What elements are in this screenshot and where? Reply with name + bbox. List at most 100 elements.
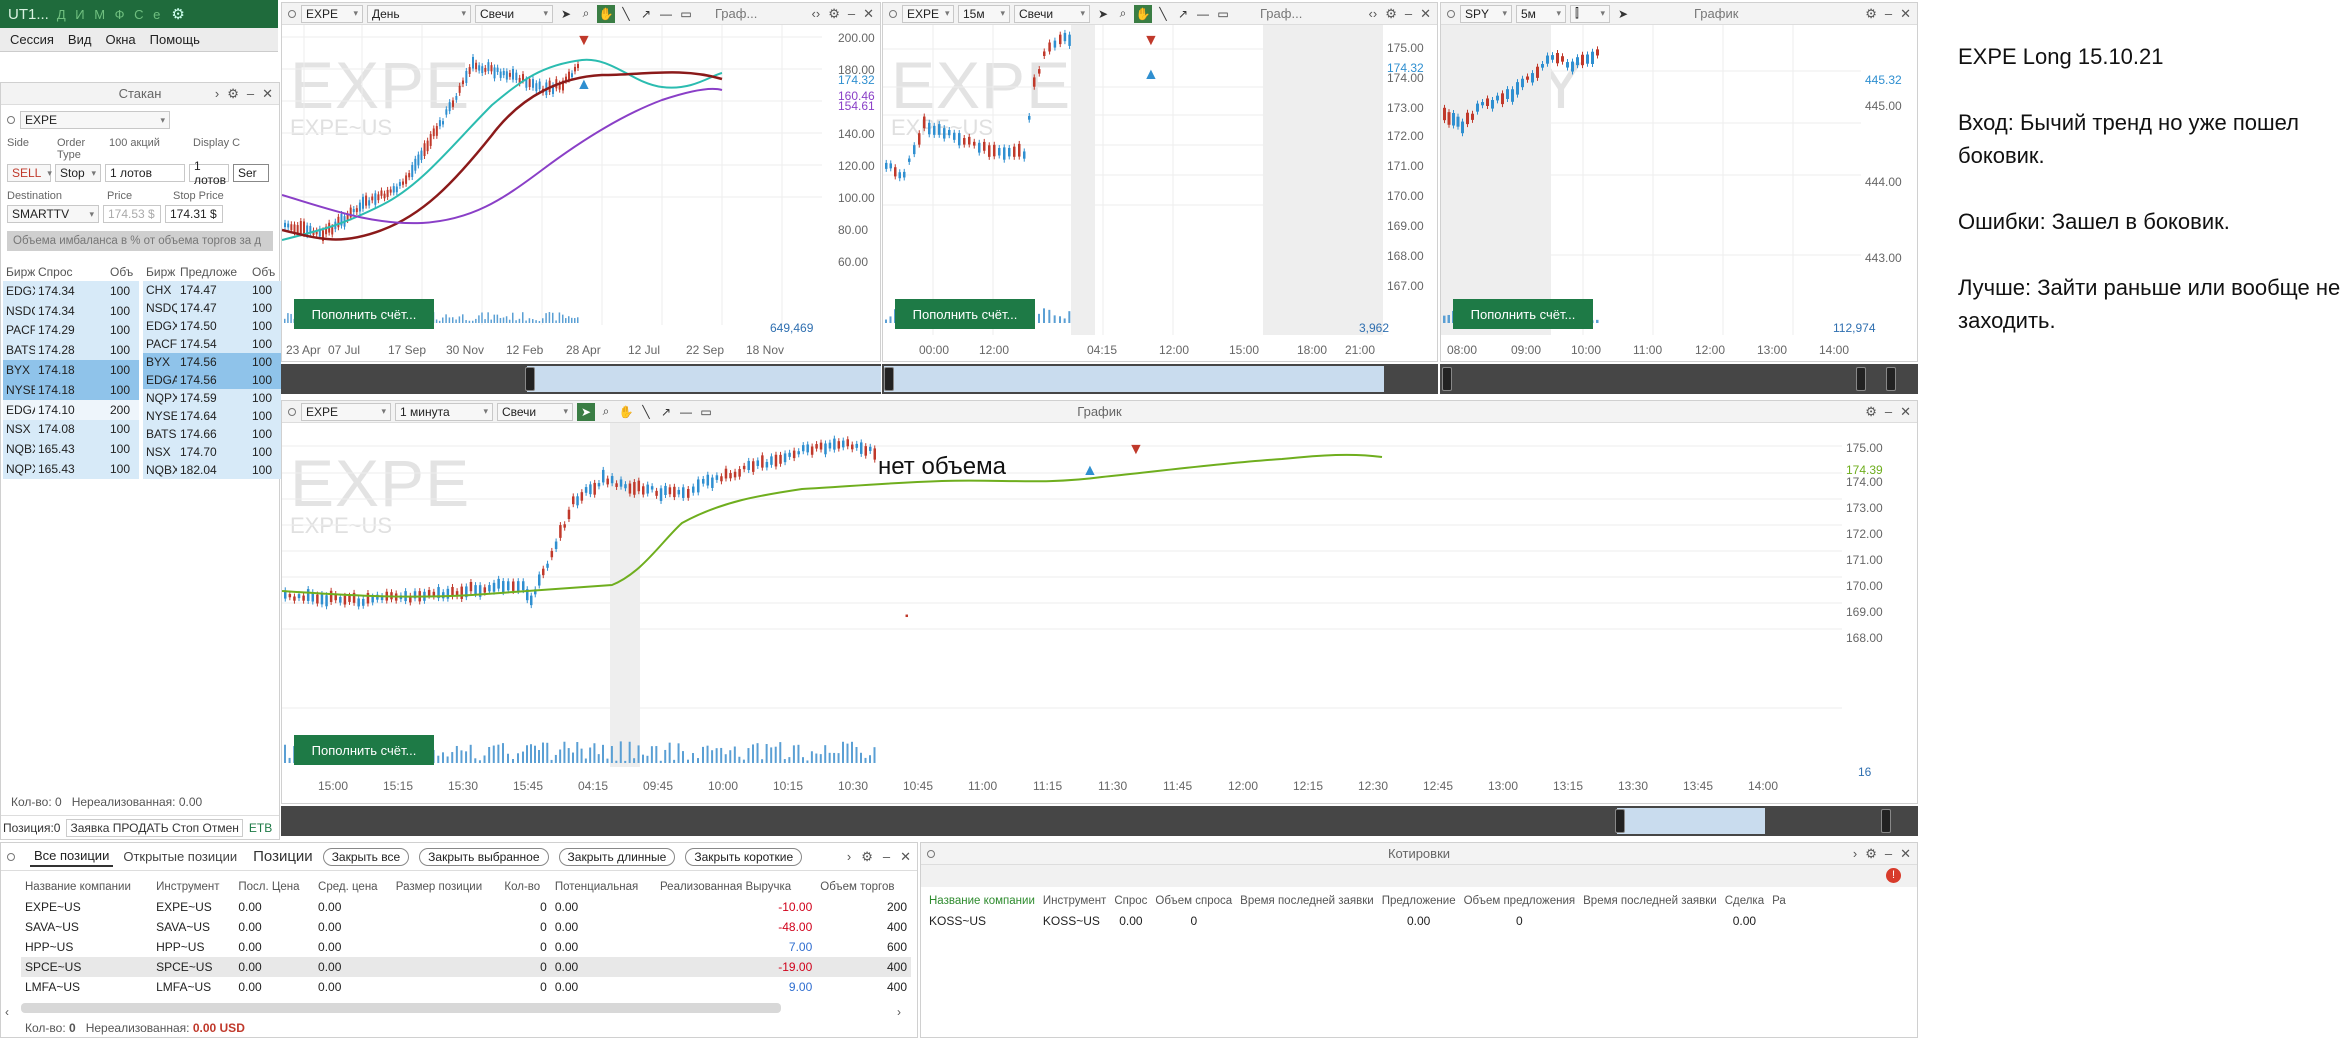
column-header[interactable]: Сделка [1724,895,1765,907]
chevron-right-icon[interactable]: › [1852,845,1858,861]
minimize-icon[interactable]: – [1884,845,1893,861]
column-header[interactable]: Кол-во [504,881,541,893]
chevron-right-icon[interactable]: › [846,848,852,864]
chevron-left-icon[interactable]: ‹ [5,1005,9,1019]
rect-tool-icon[interactable]: ▭ [680,6,692,21]
order-book-row[interactable]: NQBX165.43 100 [3,439,139,460]
hand-icon[interactable]: ✋ [597,4,615,23]
order-book-row[interactable]: NQBX 182.04 100 [143,461,281,479]
link-dot-icon[interactable] [7,852,15,861]
zoom-icon[interactable]: ⌕ [582,6,590,20]
chart2-scroll-thumb[interactable] [884,366,1384,392]
order-book-row[interactable]: NYSE 174.64 100 [143,407,281,425]
tab-open-positions[interactable]: Открытые позиции [123,849,238,864]
scroll-grip-icon[interactable] [1442,367,1452,391]
gear-icon[interactable]: ⚙ [1865,845,1877,861]
gear-icon[interactable]: ⚙ [1385,5,1397,21]
chart3-timeframe-select[interactable]: 5м ▾ [1516,4,1566,23]
chart4-scrollbar[interactable] [281,806,1918,836]
quotes-row[interactable]: KOSS~US KOSS~US 0.00 0 0.00 0 0.00 [925,911,1790,931]
minimize-icon[interactable]: – [1884,5,1893,21]
chart1-timeframe-select[interactable]: День ▾ [367,4,471,23]
close-icon[interactable]: ✕ [262,85,273,101]
minimize-icon[interactable]: – [882,848,891,864]
column-header[interactable]: Спрос [1114,895,1148,907]
order-book-row[interactable]: CHX 174.47 100 [143,281,281,299]
symbol-select[interactable]: EXPE ▾ [20,111,170,129]
column-header[interactable]: Название компании [25,881,131,893]
cursor-icon[interactable]: ➤ [577,402,595,421]
rect-tool-icon[interactable]: ▭ [700,404,712,419]
link-dot-icon[interactable] [927,849,935,858]
menu-windows[interactable]: Окна [105,32,136,47]
chart4-timeframe-select[interactable]: 1 минута ▾ [395,402,493,421]
chart1-scroll-thumb[interactable] [527,366,881,392]
column-header[interactable]: Сред. цена [318,881,378,893]
order-book-row[interactable]: NYSE 174.18 100 [3,379,139,400]
order-book-row[interactable]: BYX 174.18 100 [3,360,139,380]
chart4-type-select[interactable]: Свечи ▾ [497,402,573,421]
close-icon[interactable]: ✕ [900,848,911,864]
column-header[interactable]: Объем предложения [1463,895,1576,907]
column-header[interactable]: Инструмент [1042,895,1107,907]
chevron-icon[interactable]: ‹› [811,5,821,21]
chart2-canvas[interactable]: ▼ ▲ [883,25,1439,341]
cursor-icon[interactable]: ➤ [1097,6,1109,21]
chevron-right-icon[interactable]: › [214,85,220,101]
chart3-type-select[interactable]: ⫿ ▾ [1570,4,1610,23]
gear-icon[interactable]: ⚙ [861,848,873,864]
chevron-right-icon[interactable]: › [897,1005,901,1019]
gear-icon[interactable]: ⚙ [1865,403,1877,419]
positions-hscroll[interactable] [21,1003,781,1013]
chart3-symbol-select[interactable]: SPY ▾ [1460,4,1512,23]
close-icon[interactable]: ✕ [1900,403,1911,419]
table-row[interactable]: LMFA~US LMFA~US 0.00 0.00 0 0.00 9.00 400 [21,977,911,997]
price-input[interactable]: 174.53 $ [103,205,161,223]
column-header[interactable]: Реализованная Выручка [660,881,792,893]
cursor-icon[interactable]: ➤ [1617,6,1629,21]
order-book-row[interactable]: NQPX 174.59 100 [143,389,281,407]
chart1-symbol-select[interactable]: EXPE ▾ [301,4,363,23]
gear-icon[interactable]: ⚙ [171,6,185,23]
rect-tool-icon[interactable]: ▭ [1217,6,1229,21]
line-tool-icon[interactable]: ╲ [622,6,630,21]
close-icon[interactable]: ✕ [1900,5,1911,21]
order-book-row[interactable]: NQPX165.43 100 [3,459,139,479]
table-row[interactable]: SAVA~US SAVA~US 0.00 0.00 0 0.00 -48.00 400 [21,917,911,937]
close-long-button[interactable]: Закрыть длинные [558,847,676,866]
chart4-scroll-thumb[interactable] [1617,808,1765,834]
close-all-button[interactable]: Закрыть все [322,847,410,866]
column-header[interactable]: Предложение [1381,895,1456,907]
minimize-icon[interactable]: – [847,5,856,21]
link-dot-icon[interactable] [288,407,296,416]
chart2-type-select[interactable]: Свечи ▾ [1014,4,1090,23]
order-book-row[interactable]: NSX 174.08 100 [3,419,139,440]
table-row[interactable]: SPCE~US SPCE~US 0.00 0.00 0 0.00 -19.00 400 [21,957,911,977]
chart1-type-select[interactable]: Свечи ▾ [475,4,553,23]
deposit-button[interactable]: Пополнить счёт... [294,735,434,765]
close-selected-button[interactable]: Закрыть выбранное [419,847,549,866]
menu-view[interactable]: Вид [67,32,92,47]
scroll-grip-icon[interactable] [525,367,535,391]
deposit-button[interactable]: Пополнить счёт... [895,299,1035,329]
close-icon[interactable]: ✕ [1420,5,1431,21]
minimize-icon[interactable]: – [246,85,255,101]
order-book-row[interactable]: BATS 174.66 100 [143,425,281,443]
scroll-grip-icon[interactable] [1886,367,1896,391]
column-header[interactable]: Размер позиции [395,881,483,893]
side-select[interactable]: SELL ▾ [7,164,52,182]
arrow-tool-icon[interactable]: ↗ [640,6,652,21]
column-header[interactable]: Время последней заявки [1240,895,1374,907]
order-book-row[interactable]: PACF 174.54 100 [143,335,281,353]
arrow-tool-icon[interactable]: ↗ [1177,6,1189,21]
stop-price-input[interactable]: 174.31 $ [165,205,223,223]
column-header[interactable]: Ра [1772,895,1786,907]
hline-tool-icon[interactable]: — [680,404,692,419]
minimize-icon[interactable]: – [1404,5,1413,21]
column-header[interactable]: Время последней заявки [1583,895,1717,907]
cursor-icon[interactable]: ➤ [560,6,572,21]
minimize-icon[interactable]: – [1884,403,1893,419]
